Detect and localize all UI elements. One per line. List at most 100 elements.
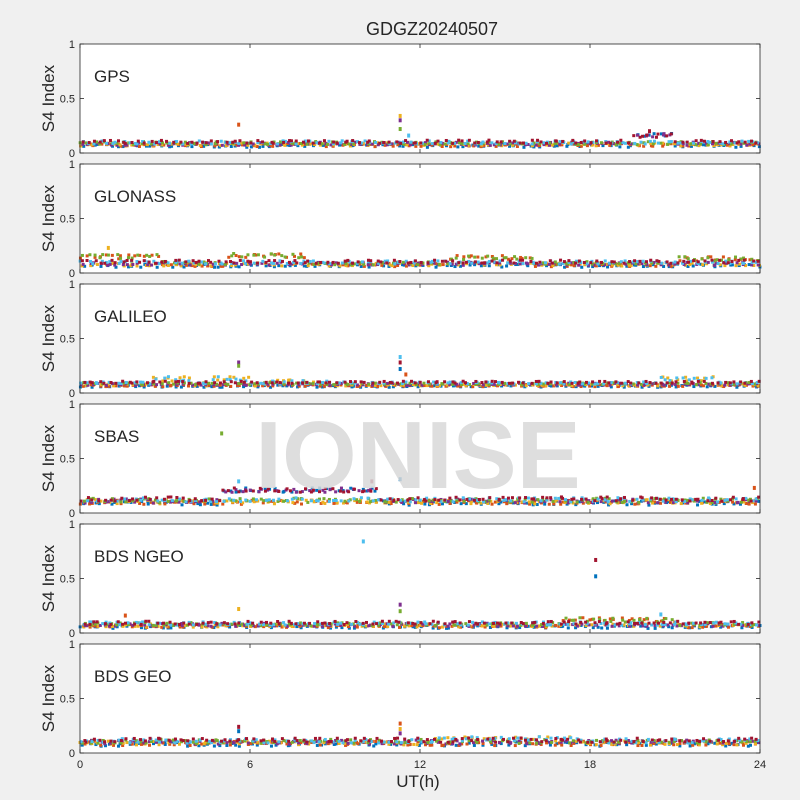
data-point [320, 260, 324, 264]
data-point [546, 735, 550, 739]
data-point [591, 380, 595, 384]
data-point [135, 498, 139, 502]
data-point [722, 261, 726, 265]
data-point [599, 141, 603, 145]
data-point [140, 142, 144, 146]
data-point [395, 140, 399, 144]
data-point [131, 497, 135, 501]
data-point [563, 265, 567, 269]
data-point [358, 622, 362, 626]
data-point [278, 381, 282, 385]
data-point [609, 619, 613, 623]
data-point [119, 260, 123, 264]
data-point [751, 499, 755, 503]
data-point [367, 265, 371, 269]
data-point [481, 743, 485, 747]
data-point [385, 261, 389, 265]
data-point [273, 253, 277, 257]
data-point [592, 617, 596, 621]
data-point [661, 144, 665, 148]
data-point [685, 140, 689, 144]
data-point [130, 742, 134, 746]
data-point [572, 261, 576, 265]
data-point [536, 383, 540, 387]
data-point [390, 264, 394, 268]
data-point [139, 498, 143, 502]
data-point [604, 141, 608, 145]
data-point [259, 624, 263, 628]
data-point [750, 263, 754, 267]
data-point [310, 739, 314, 743]
data-point [96, 741, 100, 745]
data-point [521, 262, 525, 266]
data-point [388, 497, 392, 501]
data-point [118, 254, 122, 258]
data-point [113, 263, 117, 267]
data-point [477, 262, 481, 266]
data-point [341, 501, 345, 505]
data-point [630, 741, 634, 745]
data-point [425, 496, 429, 500]
data-point [717, 500, 721, 504]
data-point [708, 502, 712, 506]
data-point [393, 265, 397, 269]
data-point [358, 499, 362, 503]
data-point [626, 145, 630, 149]
data-point [748, 623, 752, 627]
data-point [252, 500, 256, 504]
data-point [730, 263, 734, 267]
data-point [331, 487, 335, 491]
data-point [459, 381, 463, 385]
data-point [139, 626, 143, 630]
data-point [454, 140, 458, 144]
data-point [493, 624, 497, 628]
data-point [453, 620, 457, 624]
data-point [538, 742, 542, 746]
data-point [221, 488, 225, 492]
data-point [101, 253, 105, 257]
data-point [230, 264, 234, 268]
data-point [449, 141, 453, 145]
data-point [631, 498, 635, 502]
data-point [145, 253, 149, 257]
data-point [435, 501, 439, 505]
data-point [391, 624, 395, 628]
data-point [97, 499, 101, 503]
data-point [682, 379, 686, 383]
data-point [510, 496, 514, 500]
data-point [687, 378, 691, 382]
data-point [200, 499, 204, 503]
data-point [593, 385, 597, 389]
data-point [524, 256, 528, 260]
data-point [377, 738, 381, 742]
data-point [512, 261, 516, 265]
data-point [652, 621, 656, 625]
data-point [125, 741, 129, 745]
data-point [405, 143, 409, 147]
data-point [116, 145, 120, 149]
data-point [186, 500, 190, 504]
data-point [648, 743, 652, 747]
data-point [180, 624, 184, 628]
data-point [234, 488, 238, 492]
data-point [100, 139, 104, 143]
data-point [113, 261, 117, 265]
data-point [308, 489, 312, 493]
data-point [100, 259, 104, 263]
data-point [541, 624, 545, 628]
data-point [221, 383, 225, 387]
data-point [611, 616, 615, 620]
data-point [327, 497, 331, 501]
data-point [705, 621, 709, 625]
y-tick-label: 1 [69, 39, 75, 51]
data-point [175, 142, 179, 146]
data-point [174, 261, 178, 265]
data-point [464, 622, 468, 626]
data-point [413, 141, 417, 145]
data-point [614, 143, 618, 147]
data-point [320, 142, 324, 146]
data-point [79, 144, 83, 148]
data-point [731, 142, 735, 146]
data-point [361, 141, 365, 145]
data-point [408, 383, 412, 387]
